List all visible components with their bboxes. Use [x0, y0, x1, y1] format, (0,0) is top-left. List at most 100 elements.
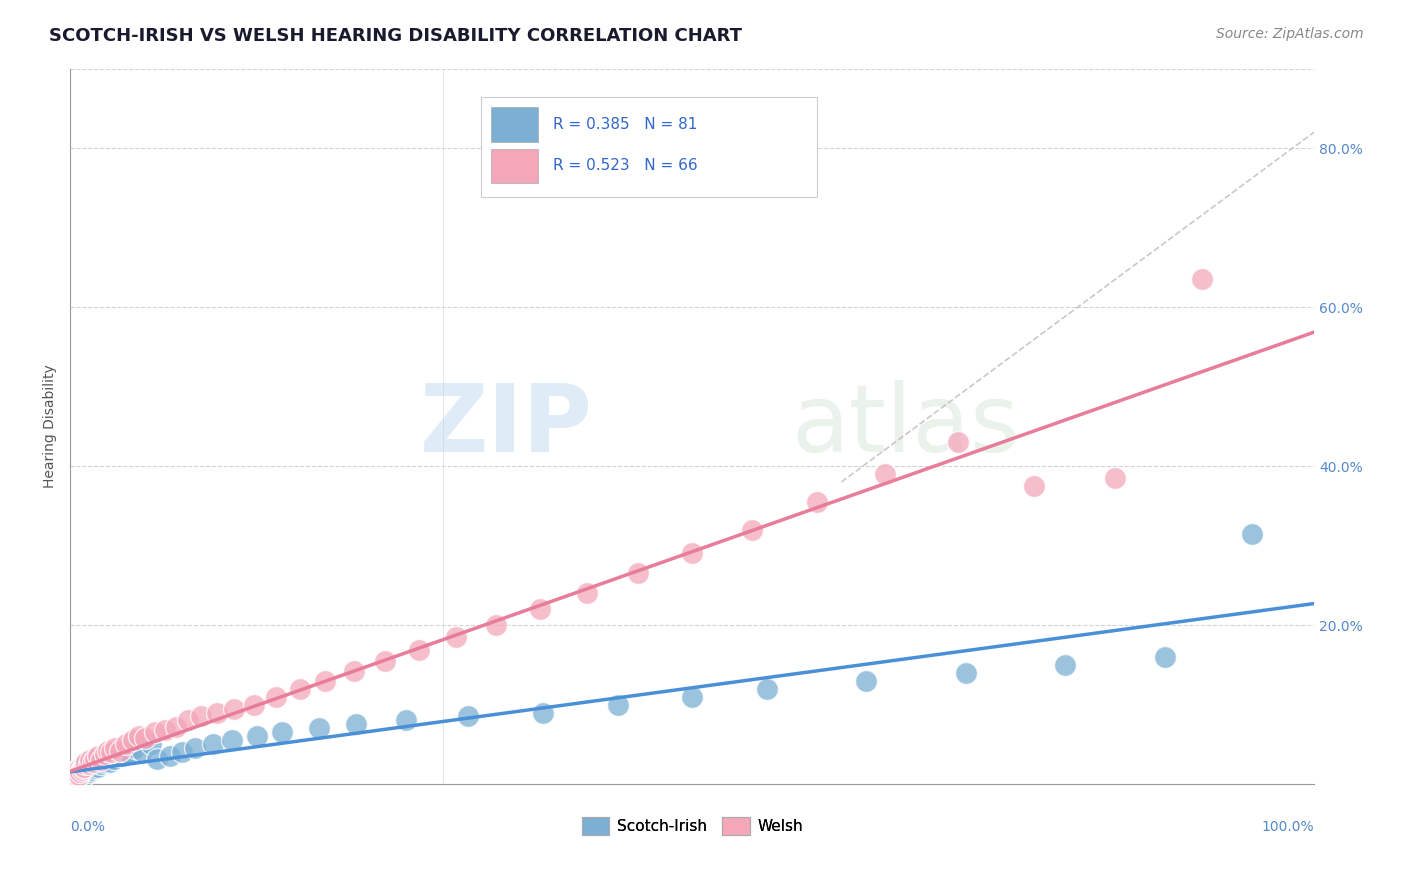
- Point: [65, 764, 87, 779]
- Text: Source: ZipAtlas.com: Source: ZipAtlas.com: [1216, 27, 1364, 41]
- Y-axis label: Hearing Disability: Hearing Disability: [44, 365, 58, 488]
- Point: [1054, 657, 1077, 672]
- Point: [395, 714, 418, 728]
- Point: [63, 773, 86, 788]
- Point: [131, 744, 153, 758]
- Point: [76, 755, 98, 769]
- Point: [626, 566, 648, 581]
- Point: [70, 769, 93, 783]
- Point: [153, 723, 176, 737]
- Point: [77, 757, 100, 772]
- Point: [66, 765, 89, 780]
- Point: [67, 767, 90, 781]
- Point: [75, 763, 97, 777]
- Point: [65, 763, 87, 777]
- Point: [82, 757, 104, 772]
- Point: [86, 749, 108, 764]
- Point: [65, 771, 87, 785]
- Point: [205, 706, 228, 720]
- Point: [70, 763, 93, 777]
- Point: [98, 755, 121, 769]
- Point: [190, 709, 212, 723]
- Point: [65, 771, 87, 785]
- Point: [60, 772, 83, 786]
- Point: [308, 722, 330, 736]
- Point: [60, 772, 83, 786]
- Point: [65, 773, 87, 788]
- Point: [72, 769, 94, 783]
- Text: SCOTCH-IRISH VS WELSH HEARING DISABILITY CORRELATION CHART: SCOTCH-IRISH VS WELSH HEARING DISABILITY…: [49, 27, 742, 45]
- Point: [67, 767, 90, 781]
- Point: [60, 774, 83, 789]
- Point: [69, 765, 91, 780]
- Point: [408, 643, 430, 657]
- Point: [76, 764, 98, 779]
- Point: [183, 741, 205, 756]
- Point: [73, 766, 96, 780]
- Point: [108, 744, 131, 758]
- Point: [202, 737, 225, 751]
- Point: [948, 435, 970, 450]
- Point: [75, 757, 97, 772]
- Point: [79, 759, 101, 773]
- Point: [67, 764, 90, 779]
- Point: [79, 753, 101, 767]
- Point: [63, 772, 86, 787]
- Point: [1104, 471, 1126, 485]
- Point: [221, 733, 243, 747]
- Text: 100.0%: 100.0%: [1261, 820, 1315, 834]
- FancyBboxPatch shape: [481, 97, 817, 197]
- Point: [94, 755, 117, 769]
- Point: [529, 602, 551, 616]
- Point: [62, 773, 84, 788]
- Point: [134, 731, 156, 745]
- Point: [65, 764, 87, 779]
- Point: [63, 772, 86, 786]
- Point: [62, 771, 84, 785]
- Point: [90, 753, 112, 767]
- Point: [100, 745, 122, 759]
- Point: [69, 766, 91, 780]
- Point: [103, 751, 125, 765]
- Point: [344, 717, 367, 731]
- Point: [70, 765, 93, 780]
- Point: [86, 759, 108, 773]
- Point: [65, 772, 87, 787]
- Point: [141, 737, 163, 751]
- Point: [65, 771, 87, 785]
- Point: [444, 630, 467, 644]
- Point: [94, 747, 117, 761]
- Point: [87, 755, 110, 769]
- Point: [111, 749, 134, 764]
- Point: [128, 730, 150, 744]
- Point: [855, 673, 877, 688]
- Point: [246, 730, 269, 744]
- Text: R = 0.523   N = 66: R = 0.523 N = 66: [553, 159, 697, 173]
- Point: [681, 547, 703, 561]
- Point: [806, 495, 828, 509]
- Point: [1191, 272, 1213, 286]
- FancyBboxPatch shape: [491, 107, 538, 142]
- Point: [65, 766, 87, 780]
- Point: [485, 618, 508, 632]
- Point: [124, 741, 146, 756]
- Point: [80, 763, 103, 777]
- Point: [264, 690, 287, 704]
- Point: [873, 467, 896, 481]
- Point: [343, 664, 366, 678]
- Point: [75, 767, 97, 781]
- Point: [66, 772, 89, 786]
- Point: [65, 768, 87, 782]
- Point: [314, 673, 336, 688]
- Point: [93, 751, 115, 765]
- Point: [62, 773, 84, 788]
- Point: [121, 733, 143, 747]
- FancyBboxPatch shape: [491, 149, 538, 183]
- Point: [63, 765, 86, 780]
- Point: [374, 654, 396, 668]
- Point: [67, 771, 90, 785]
- Point: [72, 764, 94, 779]
- Point: [69, 770, 91, 784]
- Point: [72, 761, 94, 775]
- Point: [1154, 649, 1177, 664]
